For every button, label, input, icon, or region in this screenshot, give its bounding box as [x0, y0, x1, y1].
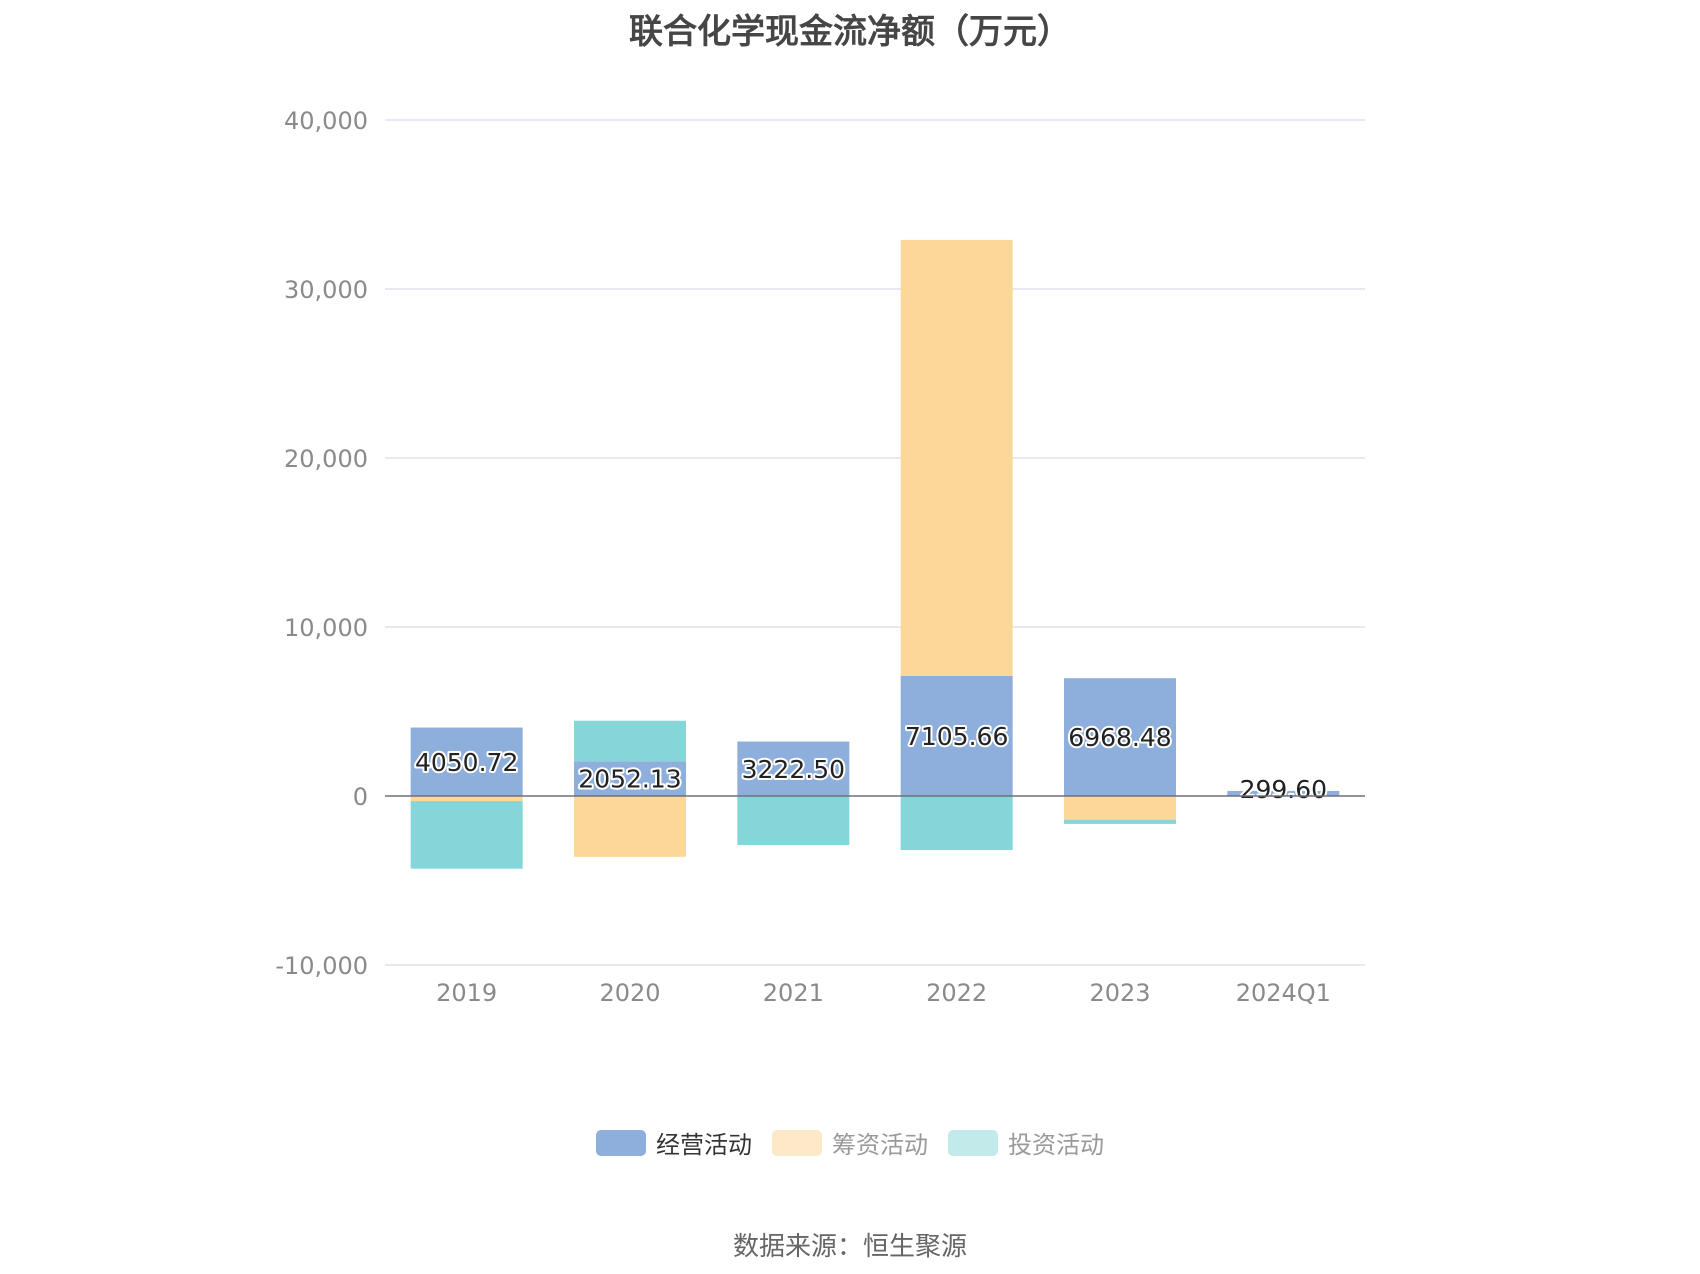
bar-2021	[737, 796, 850, 846]
x-tick-label: 2020	[599, 979, 660, 1007]
bar-2023	[1064, 678, 1176, 796]
y-tick-label: 30,000	[284, 276, 368, 304]
data-source: 数据来源：恒生聚源	[732, 1232, 967, 1262]
bar-2019	[410, 727, 523, 796]
x-tick-label: 2023	[1089, 979, 1150, 1007]
data-label: 7105.66	[905, 722, 1008, 751]
legend-label: 经营活动	[656, 1131, 752, 1159]
legend-swatch	[772, 1129, 822, 1156]
bar-2021	[737, 741, 850, 796]
x-tick-label: 2021	[763, 979, 824, 1007]
bar-2023	[1064, 819, 1176, 824]
chart-title: 联合化学现金流净额（万元）	[629, 12, 1071, 52]
bar-2020	[574, 720, 686, 762]
y-tick-label: 20,000	[284, 445, 368, 473]
legend-item[interactable]: 投资活动	[948, 1125, 1104, 1160]
legend-item[interactable]: 筹资活动	[772, 1125, 928, 1160]
data-label: 3222.50	[742, 755, 845, 784]
data-label: 2052.13	[578, 765, 681, 794]
bar-2023	[1064, 796, 1176, 820]
y-tick-label: 40,000	[284, 107, 368, 135]
data-label: 299.60	[1240, 775, 1327, 804]
data-label: 6968.48	[1068, 723, 1171, 752]
bar-2019	[410, 796, 523, 802]
bar-2020	[574, 796, 686, 857]
legend-item[interactable]: 经营活动	[596, 1125, 752, 1160]
legend: 经营活动 筹资活动 投资活动	[0, 1125, 1700, 1160]
bar-2022	[900, 675, 1013, 796]
bar-2024Q1	[1227, 790, 1340, 796]
y-tick-label: -10,000	[275, 952, 368, 980]
legend-swatch	[596, 1129, 646, 1156]
bar-2022	[900, 796, 1013, 851]
legend-label: 筹资活动	[832, 1131, 928, 1159]
x-tick-label: 2024Q1	[1236, 979, 1331, 1007]
legend-label: 投资活动	[1008, 1131, 1104, 1159]
x-tick-label: 2019	[436, 979, 497, 1007]
bar-2020	[574, 761, 686, 796]
legend-swatch	[948, 1129, 998, 1156]
x-tick-label: 2022	[926, 979, 987, 1007]
y-tick-label: 10,000	[284, 614, 368, 642]
bar-2022	[900, 239, 1013, 676]
y-tick-label: 0	[353, 783, 368, 811]
data-label: 4050.72	[415, 748, 518, 777]
bar-2019	[410, 801, 523, 869]
